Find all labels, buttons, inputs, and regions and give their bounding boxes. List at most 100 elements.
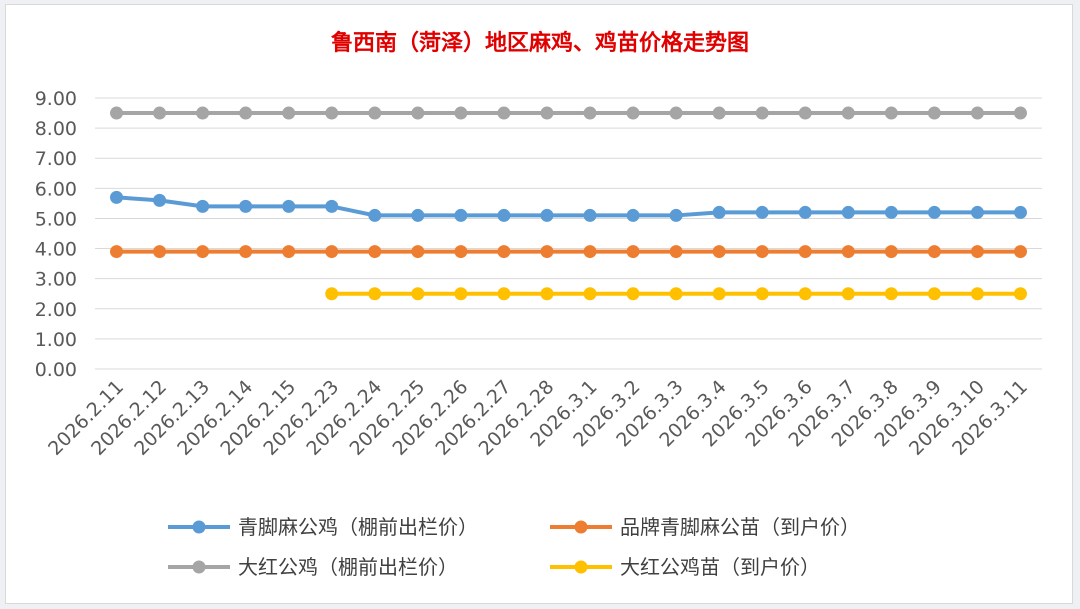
data-point xyxy=(110,190,124,204)
data-point xyxy=(325,287,339,301)
data-point xyxy=(927,205,941,219)
y-tick-label: 8.00 xyxy=(35,118,77,140)
data-point xyxy=(755,205,769,219)
series-0 xyxy=(110,190,1027,222)
y-tick-label: 0.00 xyxy=(35,359,77,381)
data-point xyxy=(411,106,425,120)
data-point xyxy=(1013,106,1027,120)
data-point xyxy=(970,106,984,120)
legend: 青脚麻公鸡（棚前出栏价） 品牌青脚麻公苗（到户价） 大红公鸡（棚前出栏价） 大红公鸡苗… xyxy=(168,515,860,579)
data-point xyxy=(841,205,855,219)
data-point xyxy=(411,287,425,301)
legend-item: 大红公鸡（棚前出栏价） xyxy=(168,555,458,579)
data-point xyxy=(712,287,726,301)
data-point xyxy=(712,205,726,219)
data-point xyxy=(798,106,812,120)
data-point xyxy=(927,106,941,120)
data-point xyxy=(368,208,382,222)
series-1 xyxy=(110,245,1027,259)
data-point xyxy=(927,245,941,259)
data-point xyxy=(970,287,984,301)
data-point xyxy=(970,245,984,259)
data-point xyxy=(626,106,640,120)
data-point xyxy=(841,106,855,120)
data-point xyxy=(540,287,554,301)
data-point xyxy=(454,208,468,222)
data-point xyxy=(153,106,167,120)
series-3 xyxy=(325,287,1027,301)
data-point xyxy=(239,106,253,120)
legend-item: 品牌青脚麻公苗（到户价） xyxy=(550,515,860,539)
data-point xyxy=(755,287,769,301)
data-point xyxy=(497,208,511,222)
data-point xyxy=(884,245,898,259)
legend-item: 大红公鸡苗（到户价） xyxy=(550,555,820,579)
gridlines xyxy=(95,97,1042,370)
data-point xyxy=(755,106,769,120)
data-point xyxy=(196,199,210,213)
legend-label: 品牌青脚麻公苗（到户价） xyxy=(620,515,860,539)
x-axis-ticks: 2026.2.112026.2.122026.2.132026.2.142026… xyxy=(44,376,1032,460)
series-lines xyxy=(110,106,1027,301)
legend-swatch-marker xyxy=(574,560,588,574)
data-point xyxy=(454,287,468,301)
data-point xyxy=(540,245,554,259)
y-tick-label: 1.00 xyxy=(35,329,77,351)
data-point xyxy=(669,208,683,222)
series-2 xyxy=(110,106,1027,120)
legend-swatch-marker xyxy=(192,560,206,574)
data-point xyxy=(626,287,640,301)
data-point xyxy=(583,208,597,222)
y-axis-ticks: 0.00 1.00 2.00 3.00 4.00 5.00 6.00 7.00 8.00 9.00 xyxy=(35,88,77,381)
data-point xyxy=(712,106,726,120)
data-point xyxy=(884,106,898,120)
data-point xyxy=(110,106,124,120)
data-point xyxy=(884,205,898,219)
data-point xyxy=(927,287,941,301)
data-point xyxy=(282,106,296,120)
data-point xyxy=(196,245,210,259)
data-point xyxy=(411,245,425,259)
y-tick-label: 2.00 xyxy=(35,299,77,321)
data-point xyxy=(497,287,511,301)
data-point xyxy=(497,245,511,259)
data-point xyxy=(970,205,984,219)
data-point xyxy=(239,199,253,213)
data-point xyxy=(626,245,640,259)
data-point xyxy=(540,106,554,120)
data-point xyxy=(1013,205,1027,219)
legend-label: 青脚麻公鸡（棚前出栏价） xyxy=(238,515,478,539)
legend-label: 大红公鸡（棚前出栏价） xyxy=(238,555,458,579)
series-line xyxy=(116,195,1021,218)
data-point xyxy=(798,245,812,259)
legend-swatch-marker xyxy=(192,520,206,534)
y-tick-label: 9.00 xyxy=(35,88,77,110)
data-point xyxy=(583,245,597,259)
chart-title: 鲁西南（菏泽）地区麻鸡、鸡苗价格走势图 xyxy=(330,30,749,56)
data-point xyxy=(1013,245,1027,259)
data-point xyxy=(583,106,597,120)
data-point xyxy=(669,245,683,259)
data-point xyxy=(239,245,253,259)
data-point xyxy=(454,106,468,120)
data-point xyxy=(325,245,339,259)
data-point xyxy=(669,287,683,301)
data-point xyxy=(196,106,210,120)
y-tick-label: 5.00 xyxy=(35,208,77,230)
y-tick-label: 3.00 xyxy=(35,269,77,291)
data-point xyxy=(325,106,339,120)
data-point xyxy=(755,245,769,259)
data-point xyxy=(282,245,296,259)
data-point xyxy=(841,287,855,301)
legend-item: 青脚麻公鸡（棚前出栏价） xyxy=(168,515,478,539)
data-point xyxy=(583,287,597,301)
data-point xyxy=(153,193,167,207)
data-point xyxy=(669,106,683,120)
data-point xyxy=(153,245,167,259)
chart-frame xyxy=(5,4,1073,604)
data-point xyxy=(497,106,511,120)
data-point xyxy=(1013,287,1027,301)
data-point xyxy=(540,208,554,222)
data-point xyxy=(110,245,124,259)
